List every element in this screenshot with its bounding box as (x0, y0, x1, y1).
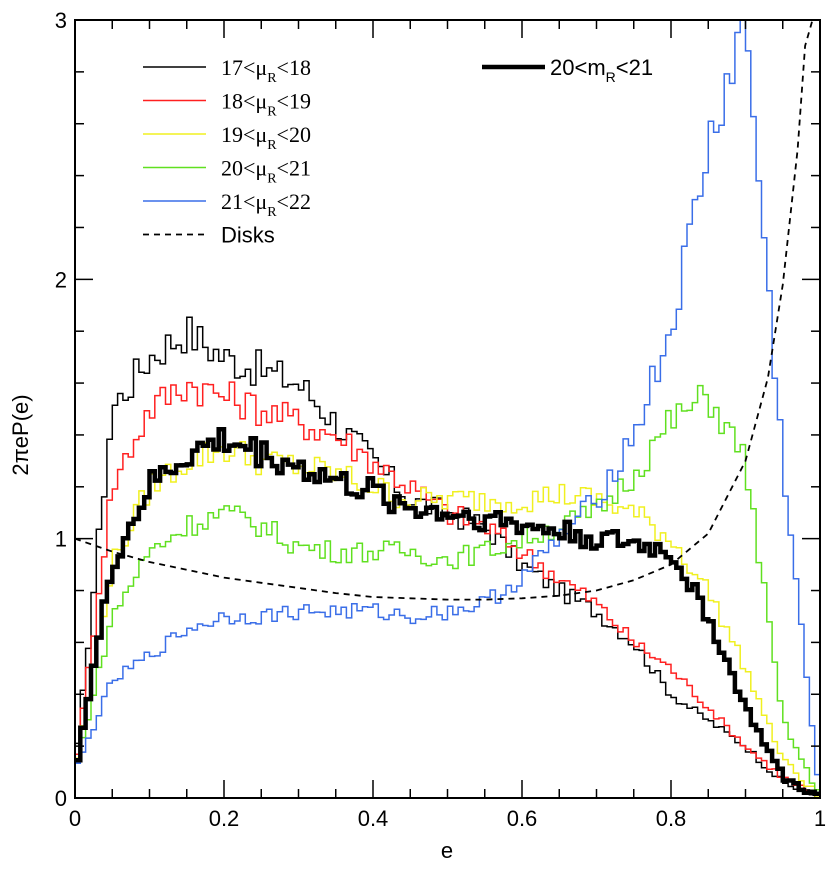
x-tick-label: 0.4 (358, 806, 389, 831)
axes-layer: 0 0.2 0.4 0.6 0.8 1 0 1 2 3 (55, 8, 826, 831)
x-tick-label: 0.2 (209, 806, 240, 831)
y-axis-title: 2πeP(e) (8, 394, 33, 475)
legend-label-mu18: 18<μR<19 (221, 89, 311, 120)
series-line-mu19 (75, 440, 820, 797)
legend-layer: 17<μR<1818<μR<1919<μR<2020<μR<2121<μR<22… (143, 55, 653, 248)
y-tick-label: 2 (55, 267, 67, 292)
x-axis-title: e (441, 838, 453, 863)
x-tick-label: 0 (69, 806, 81, 831)
legend-label-m20: 20<mR<21 (550, 55, 653, 85)
legend-label-mu19: 19<μR<20 (221, 122, 311, 153)
curve-disks (75, 20, 814, 601)
x-tick-label: 0.8 (656, 806, 687, 831)
legend-label-disks: Disks (221, 223, 275, 248)
series-layer (75, 20, 820, 798)
series-line-m20 (75, 427, 820, 796)
y-tick-label: 0 (55, 786, 67, 811)
series-line-mu21 (75, 20, 820, 776)
legend-label-mu21: 21<μR<22 (221, 189, 311, 220)
x-tick-label: 1 (814, 806, 826, 831)
legend-label-mu20: 20<μR<21 (221, 156, 311, 187)
y-tick-label: 3 (55, 8, 67, 33)
series-line-mu20 (75, 384, 820, 791)
y-tick-label: 1 (55, 527, 67, 552)
legend-label-mu17: 17<μR<18 (221, 55, 311, 86)
x-tick-label: 0.6 (507, 806, 538, 831)
